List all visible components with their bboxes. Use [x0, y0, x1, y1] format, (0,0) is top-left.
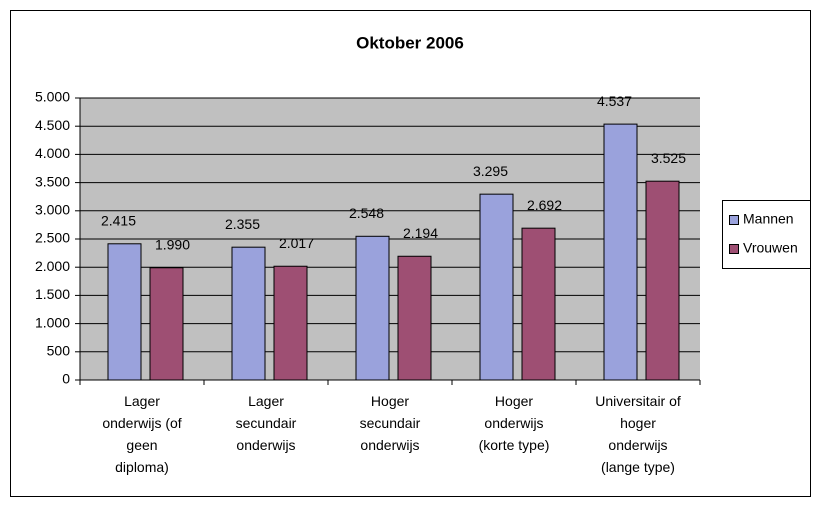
bar [231, 246, 266, 381]
chart-title: Oktober 2006 [356, 33, 464, 52]
legend-box [722, 200, 811, 269]
x-tick-label: Hoger onderwijs (korte type) [479, 393, 550, 453]
y-tick-label: 3.000 [35, 202, 70, 218]
y-tick-label: 4.500 [35, 117, 70, 133]
y-tick-label: 1.000 [35, 314, 70, 330]
bar [107, 243, 142, 381]
bar [603, 123, 638, 381]
x-tick-label: Lager secundair onderwijs [236, 393, 297, 453]
bar [355, 235, 390, 381]
legend-label: Vrouwen [743, 240, 798, 256]
value-label: 1.990 [155, 236, 190, 252]
value-label: 2.415 [101, 212, 136, 228]
x-tick-label: Hoger secundair onderwijs [360, 393, 421, 453]
value-label: 3.525 [651, 150, 686, 166]
x-tick-label: Lager onderwijs (of geen diploma) [102, 393, 181, 475]
y-tick-label: 1.500 [35, 286, 70, 302]
value-label: 2.194 [403, 225, 438, 241]
legend-label: Mannen [743, 211, 794, 227]
legend-swatch [729, 215, 739, 225]
legend-swatch [729, 244, 739, 254]
y-tick-label: 3.500 [35, 173, 70, 189]
bar [397, 255, 432, 381]
bar [479, 193, 514, 381]
bar [273, 265, 308, 381]
y-tick-label: 0 [62, 371, 70, 387]
value-label: 2.548 [349, 205, 384, 221]
bar [521, 227, 556, 381]
bar [645, 180, 680, 381]
y-tick-label: 2.500 [35, 230, 70, 246]
y-tick-label: 5.000 [35, 89, 70, 105]
value-label: 4.537 [597, 93, 632, 109]
value-label: 2.692 [527, 197, 562, 213]
y-tick-label: 2.000 [35, 258, 70, 274]
value-label: 2.355 [225, 216, 260, 232]
y-tick-label: 4.000 [35, 145, 70, 161]
bar [149, 267, 184, 381]
value-label: 3.295 [473, 163, 508, 179]
x-tick-label: Universitair of hoger onderwijs (lange type… [595, 393, 681, 475]
y-tick-label: 500 [47, 343, 71, 359]
value-label: 2.017 [279, 235, 314, 251]
